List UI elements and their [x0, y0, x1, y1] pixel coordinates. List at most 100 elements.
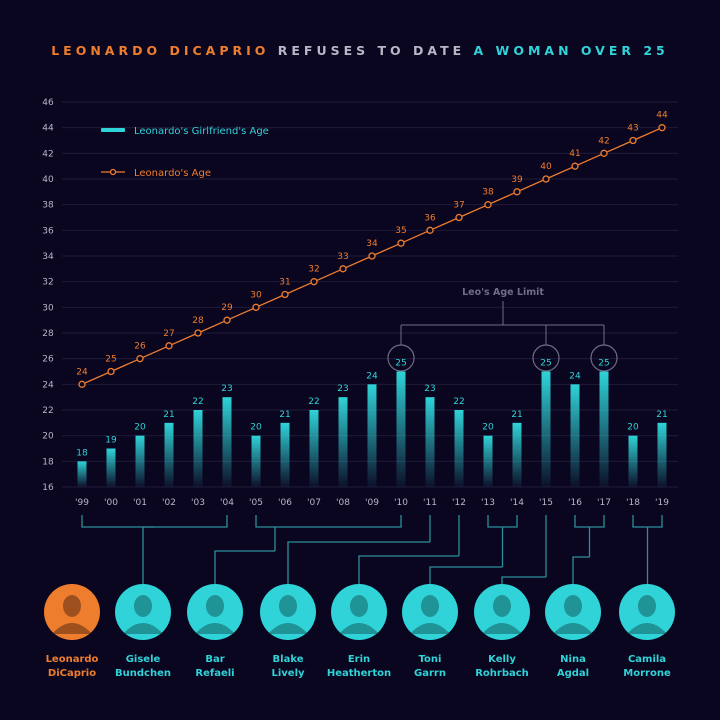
avatar-circle	[115, 584, 171, 640]
connector-route	[358, 555, 459, 590]
person-first-name: Gisele	[126, 654, 161, 665]
leo-age-point	[513, 188, 521, 196]
avatar-face	[350, 595, 368, 617]
bar-'19	[657, 422, 667, 487]
bar-'13	[483, 435, 493, 487]
avatar-circle	[545, 584, 601, 640]
bar-'08	[338, 397, 348, 487]
avatar-face	[206, 595, 224, 617]
bar-'12	[454, 410, 464, 487]
bar-'09	[367, 384, 377, 487]
y-tick-label: 28	[42, 329, 54, 339]
bar-value-label: 19	[105, 436, 117, 446]
avatar-face	[134, 595, 152, 617]
avatar-circle	[619, 584, 675, 640]
y-tick-label: 32	[42, 278, 53, 288]
avatar-circle	[474, 584, 530, 640]
avatar-circle	[44, 584, 100, 640]
avatar-face	[564, 595, 582, 617]
person-blake	[260, 584, 316, 640]
person-first-name: Bar	[205, 654, 224, 665]
avatar-shoulders	[627, 623, 667, 634]
x-tick-label: '13	[481, 498, 495, 508]
connector-route	[214, 550, 275, 590]
person-last-name: Agdal	[557, 668, 589, 679]
person-leonardo	[44, 584, 100, 640]
x-tick-label: '06	[278, 498, 292, 508]
avatar-face	[279, 595, 297, 617]
leo-age-point	[629, 136, 637, 145]
bar-'04	[222, 397, 232, 487]
person-erin	[331, 584, 387, 640]
bar-value-label: 20	[627, 423, 639, 433]
leo-age-point	[397, 239, 405, 247]
leo-age-point	[310, 278, 318, 286]
title-middle: REFUSES TO DATE	[269, 43, 474, 58]
leo-age-label: 44	[656, 111, 668, 121]
y-tick-label: 40	[42, 175, 54, 185]
leo-age-label: 40	[540, 162, 552, 172]
y-tick-label: 38	[42, 201, 54, 211]
avatar-shoulders	[482, 623, 522, 634]
x-tick-label: '12	[452, 498, 466, 508]
x-tick-label: '05	[249, 498, 263, 508]
person-first-name: Toni	[419, 654, 442, 665]
avatar-shoulders	[52, 623, 92, 634]
bar-value-label: 24	[366, 371, 378, 381]
leo-age-label: 34	[366, 239, 378, 249]
bar-'07	[309, 410, 319, 487]
y-tick-label: 20	[42, 432, 54, 442]
x-tick-label: '00	[104, 498, 118, 508]
legend-label-leo: Leonardo's Age	[134, 168, 211, 179]
leo-age-label: 41	[569, 149, 580, 159]
bar-'14	[512, 422, 522, 487]
bar-value-label: 23	[337, 384, 348, 394]
y-tick-label: 34	[42, 252, 54, 262]
avatar-shoulders	[123, 623, 163, 634]
bar-value-label: 21	[511, 410, 522, 420]
leo-age-label: 33	[337, 252, 348, 262]
leo-age-label: 26	[134, 342, 146, 352]
connector-route	[142, 526, 155, 590]
leo-age-point	[252, 303, 260, 311]
bar-'01	[135, 435, 145, 487]
person-first-name: Leonardo	[46, 654, 99, 665]
bar-value-label: 20	[250, 423, 262, 433]
person-last-name: Refaeli	[195, 668, 234, 679]
avatar-shoulders	[339, 623, 379, 634]
y-tick-label: 22	[42, 406, 53, 416]
x-tick-label: '14	[510, 498, 524, 508]
leo-age-label: 36	[424, 213, 436, 223]
leo-age-point	[107, 367, 115, 376]
person-last-name: Lively	[271, 668, 305, 679]
bar-value-label: 25	[395, 359, 406, 369]
leo-age-point	[455, 213, 463, 222]
connector-bracket	[255, 515, 402, 528]
legend-marker	[109, 168, 117, 176]
avatar-face	[63, 595, 81, 617]
x-tick-label: '99	[75, 498, 89, 508]
leo-age-point	[368, 252, 376, 260]
person-first-name: Nina	[560, 654, 586, 665]
person-first-name: Camila	[628, 654, 666, 665]
x-tick-label: '10	[394, 498, 408, 508]
leo-age-label: 27	[163, 329, 174, 339]
avatar-circle	[331, 584, 387, 640]
avatar-face	[493, 595, 511, 617]
leo-age-point	[658, 124, 666, 132]
leo-age-point	[223, 316, 231, 324]
bar-value-label: 21	[656, 410, 667, 420]
y-tick-label: 30	[42, 303, 54, 313]
bar-'17	[599, 371, 609, 487]
bar-'16	[570, 384, 580, 487]
chart-title: LEONARDO DICAPRIO REFUSES TO DATE A WOMA…	[0, 43, 720, 58]
avatar-shoulders	[195, 623, 235, 634]
connector-route	[429, 566, 503, 590]
person-gisele	[115, 584, 171, 640]
leo-age-label: 31	[279, 278, 290, 288]
leo-age-point	[484, 201, 492, 209]
y-tick-label: 16	[42, 483, 54, 493]
y-tick-label: 18	[42, 457, 54, 467]
y-tick-label: 24	[42, 380, 54, 390]
